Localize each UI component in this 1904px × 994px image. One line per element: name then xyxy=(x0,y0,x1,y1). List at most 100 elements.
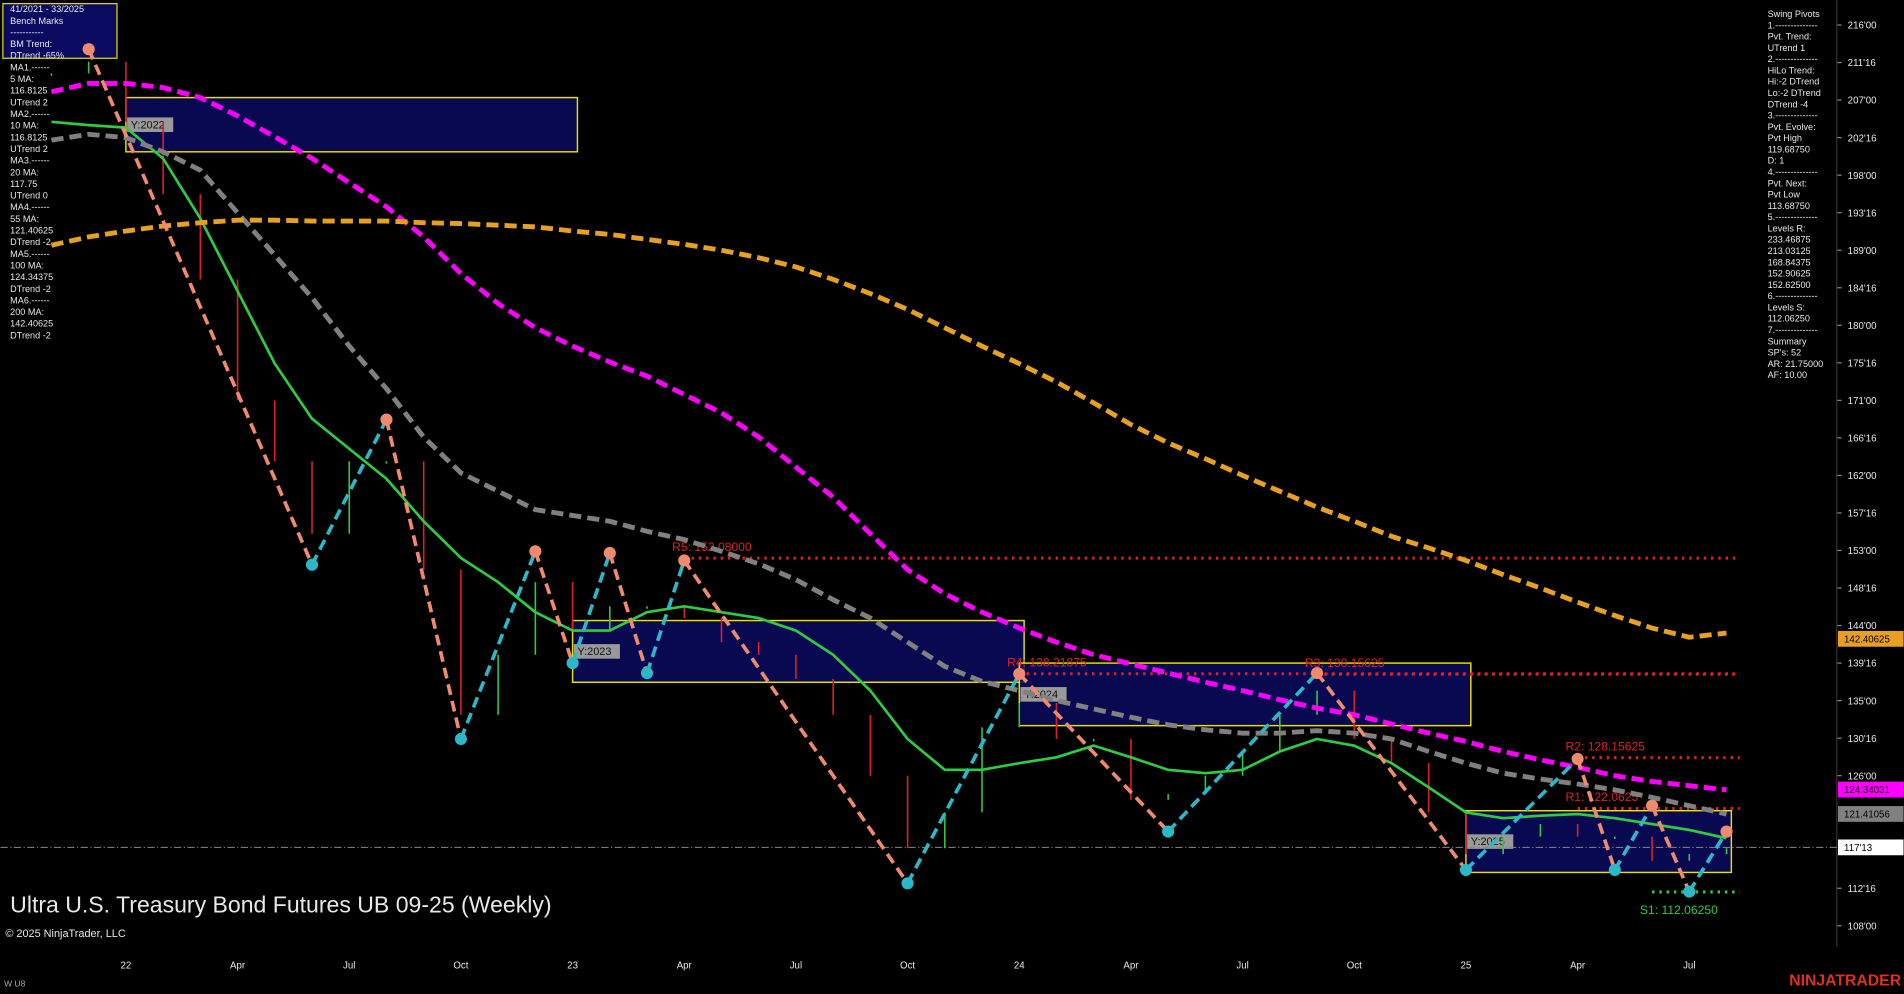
pivot-point xyxy=(1459,863,1473,877)
pivot-point xyxy=(454,732,467,746)
y-tick-label: 184'16 xyxy=(1848,283,1877,294)
pivot-point xyxy=(1608,863,1621,877)
year-label: Y:2022 xyxy=(131,119,165,131)
y-tick-label: 211'16 xyxy=(1848,58,1876,69)
left-panel-line: MA2.------ xyxy=(10,109,49,119)
right-panel-line: Pvt Low xyxy=(1768,190,1801,200)
right-panel-line: D: 1 xyxy=(1768,156,1785,166)
y-tick-label: 135'00 xyxy=(1848,696,1877,707)
left-panel-line: UTrend 2 xyxy=(10,144,48,154)
left-panel-line: 55 MA: xyxy=(10,214,39,224)
year-box xyxy=(125,96,579,153)
right-panel-line: 233.46875 xyxy=(1768,235,1811,245)
level-label: R4: 138.21875 xyxy=(1007,655,1087,669)
pivot-leg xyxy=(384,419,463,740)
x-tick-label: Jul xyxy=(1683,961,1695,972)
left-panel-line: 5 MA: xyxy=(10,74,34,84)
left-panel-line: DTrend -2 xyxy=(10,330,51,340)
pivot-leg xyxy=(905,673,1021,885)
pivot-point xyxy=(305,558,319,571)
x-tick-label: Jul xyxy=(343,961,355,972)
y-tick-label: 175'16 xyxy=(1848,358,1877,369)
x-tick-label: 25 xyxy=(1461,961,1472,972)
pivot-point xyxy=(1683,885,1696,898)
y-tick-label: 166'16 xyxy=(1848,434,1877,445)
right-panel-line: Pvt. Trend: xyxy=(1768,32,1812,42)
moving-average xyxy=(50,217,1727,640)
left-panel-line: 121.40625 xyxy=(10,226,53,236)
price-marker xyxy=(1837,630,1904,647)
pivot-leg xyxy=(1687,830,1729,893)
pivot-point xyxy=(1013,667,1026,680)
level-label: R3: 138.15625 xyxy=(1305,656,1385,670)
y-tick-label: 180'00 xyxy=(1848,321,1877,332)
y-tick-label: 171'00 xyxy=(1848,396,1877,407)
y-tick-label: 157'16 xyxy=(1848,509,1877,520)
left-panel-line: 117.75 xyxy=(10,179,37,189)
pivot-point xyxy=(1571,752,1584,766)
right-panel-line: 152.62500 xyxy=(1768,280,1811,290)
left-panel-line: 20 MA: xyxy=(10,167,39,177)
right-panel-line: Pvt High xyxy=(1768,133,1802,143)
y-tick-label: 198'00 xyxy=(1848,171,1877,182)
pivot-leg xyxy=(1166,671,1319,833)
left-panel-line: 124.34375 xyxy=(10,272,53,282)
pivot-leg xyxy=(1017,672,1170,833)
left-panel-line: MA3.------ xyxy=(10,156,49,166)
pivot-leg xyxy=(1464,757,1579,872)
pivot-leg xyxy=(1315,671,1468,872)
left-panel-line: DTrend -2 xyxy=(10,237,51,247)
x-tick-label: 24 xyxy=(1014,961,1025,972)
right-panel-line: 7.-------------- xyxy=(1768,325,1818,335)
x-tick-label: Apr xyxy=(1123,961,1139,972)
left-panel-line: 116.8125 xyxy=(10,86,47,96)
left-panel-line: ----------- xyxy=(10,27,43,37)
left-panel-line: BM Trend: xyxy=(10,39,52,49)
right-panel-line: 168.84375 xyxy=(1768,257,1811,267)
copyright: © 2025 NinjaTrader, LLC xyxy=(5,928,126,940)
y-tick-label: 139'16 xyxy=(1848,659,1877,670)
y-tick-label: 112'16 xyxy=(1848,884,1876,895)
price-marker-label: 142.40625 xyxy=(1844,634,1890,645)
instrument-tag: W U8 xyxy=(4,979,25,989)
chart-title: Ultra U.S. Treasury Bond Futures UB 09-2… xyxy=(10,892,551,918)
moving-average xyxy=(51,131,1728,817)
x-tick-label: Oct xyxy=(900,961,915,972)
y-tick-label: 108'00 xyxy=(1848,921,1877,932)
right-panel-line: 2.-------------- xyxy=(1768,54,1818,64)
right-panel-line: 1.-------------- xyxy=(1768,20,1818,30)
year-tag-bg xyxy=(1467,834,1514,849)
year-label: Y:2025 xyxy=(1471,836,1505,848)
y-tick-label: 207'00 xyxy=(1848,96,1877,107)
right-panel-line: 113.68750 xyxy=(1768,201,1810,211)
x-tick-label: Oct xyxy=(1347,961,1362,972)
x-tick-label: Apr xyxy=(677,961,693,972)
pivot-point xyxy=(1720,825,1733,838)
right-panel-line: 5.-------------- xyxy=(1768,212,1818,222)
y-tick-label: 193'16 xyxy=(1848,208,1877,219)
left-panel-line: 100 MA: xyxy=(10,260,44,270)
pivot-leg xyxy=(310,418,389,566)
year-tag-bg xyxy=(1020,687,1067,702)
pivot-point xyxy=(1645,799,1659,812)
right-panel-line: 6.-------------- xyxy=(1768,291,1818,301)
y-tick-label: 144'00 xyxy=(1848,621,1877,632)
left-panel-line: UTrend 0 xyxy=(10,191,48,201)
pivot-leg xyxy=(608,552,649,674)
pivot-point xyxy=(678,554,691,567)
level-label: S1: 112.06250 xyxy=(1640,903,1718,917)
level-label: R2: 128.15625 xyxy=(1565,739,1645,753)
pivot-point xyxy=(1162,825,1175,838)
price-marker-label: 124.34031 xyxy=(1844,785,1890,796)
y-tick-label: 130'16 xyxy=(1848,734,1877,745)
price-marker-label: 117'13 xyxy=(1844,843,1872,854)
pivot-leg xyxy=(1650,804,1691,893)
year-tag-bg xyxy=(127,117,174,132)
right-panel-line: UTrend 1 xyxy=(1768,43,1806,53)
year-label: Y:2023 xyxy=(577,646,611,658)
price-marker xyxy=(1837,806,1904,822)
pivot-leg xyxy=(87,48,314,566)
y-tick-label: 189'00 xyxy=(1848,246,1877,257)
y-tick-label: 202'16 xyxy=(1848,133,1877,144)
y-tick-label: 162'00 xyxy=(1848,471,1877,482)
